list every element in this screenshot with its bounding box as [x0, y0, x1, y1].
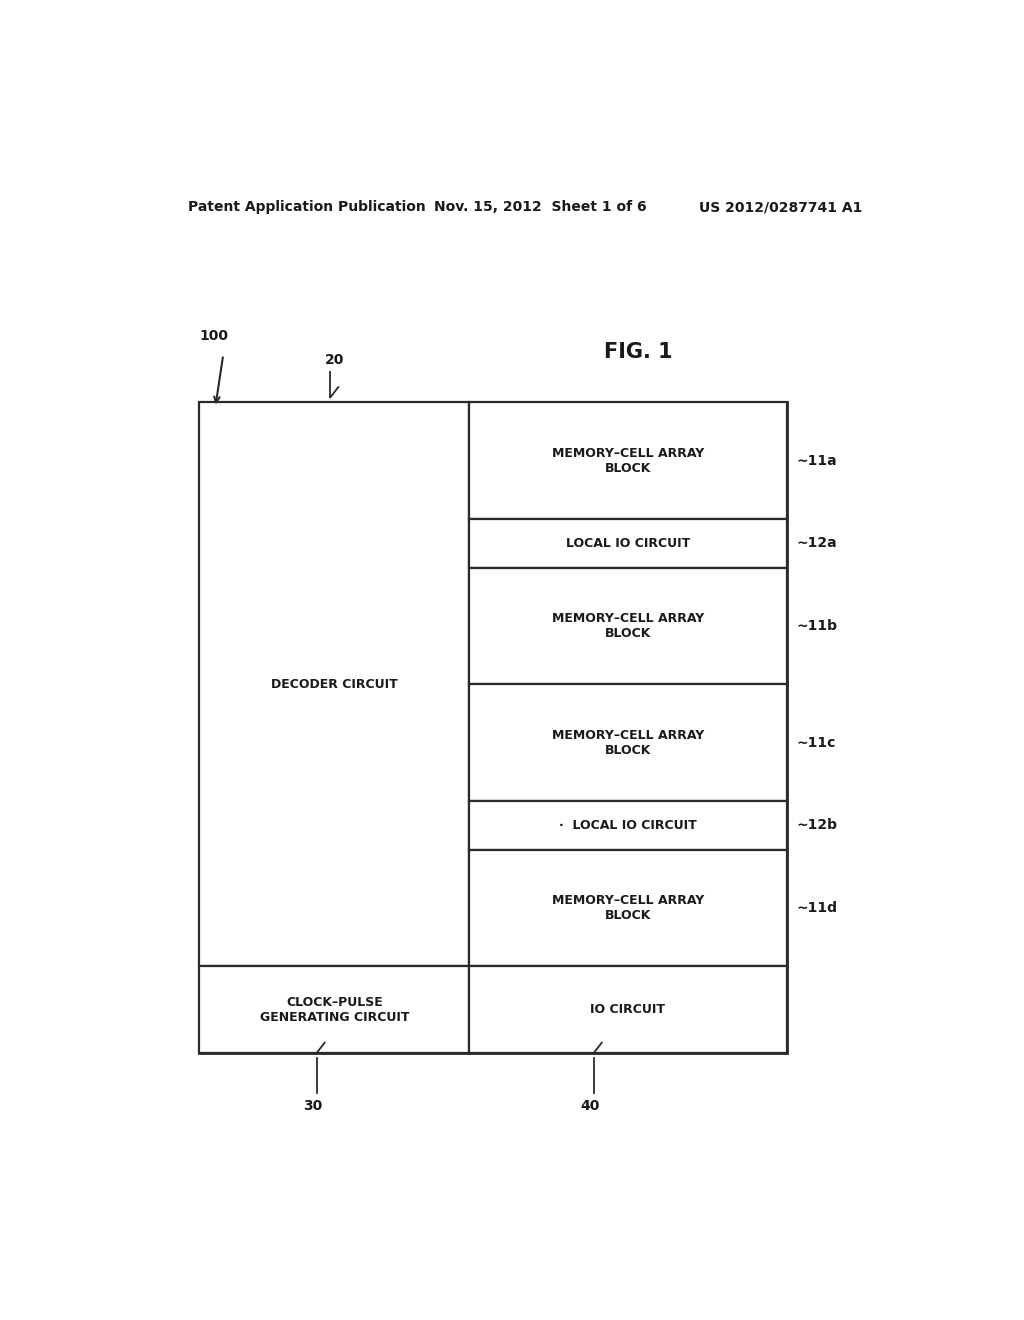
Text: CLOCK–PULSE
GENERATING CIRCUIT: CLOCK–PULSE GENERATING CIRCUIT	[260, 995, 409, 1023]
Text: US 2012/0287741 A1: US 2012/0287741 A1	[699, 201, 863, 214]
Bar	[469, 684, 786, 801]
Text: FIG. 1: FIG. 1	[604, 342, 673, 362]
Text: LOCAL IO CIRCUIT: LOCAL IO CIRCUIT	[566, 537, 690, 550]
Bar	[469, 801, 786, 850]
Text: 100: 100	[200, 329, 228, 343]
Text: MEMORY–CELL ARRAY
BLOCK: MEMORY–CELL ARRAY BLOCK	[552, 729, 705, 756]
Text: DECODER CIRCUIT: DECODER CIRCUIT	[271, 678, 397, 690]
Text: ∼11d: ∼11d	[797, 902, 838, 915]
Bar	[469, 519, 786, 568]
Text: Nov. 15, 2012  Sheet 1 of 6: Nov. 15, 2012 Sheet 1 of 6	[433, 201, 646, 214]
Bar	[469, 568, 786, 684]
Text: ∼12a: ∼12a	[797, 536, 837, 550]
Text: ∼12b: ∼12b	[797, 818, 838, 833]
Text: MEMORY–CELL ARRAY
BLOCK: MEMORY–CELL ARRAY BLOCK	[552, 894, 705, 923]
Text: IO CIRCUIT: IO CIRCUIT	[591, 1003, 666, 1016]
Text: 40: 40	[581, 1098, 600, 1113]
Bar	[200, 966, 469, 1053]
Bar	[200, 403, 469, 966]
Bar	[469, 403, 786, 519]
Text: ∼11a: ∼11a	[797, 454, 837, 467]
Text: 20: 20	[325, 352, 344, 367]
Text: 30: 30	[303, 1098, 323, 1113]
Text: MEMORY–CELL ARRAY
BLOCK: MEMORY–CELL ARRAY BLOCK	[552, 612, 705, 640]
Text: ·  LOCAL IO CIRCUIT: · LOCAL IO CIRCUIT	[559, 818, 697, 832]
Text: MEMORY–CELL ARRAY
BLOCK: MEMORY–CELL ARRAY BLOCK	[552, 446, 705, 475]
Text: ∼11c: ∼11c	[797, 735, 836, 750]
Text: Patent Application Publication: Patent Application Publication	[187, 201, 425, 214]
Text: ∼11b: ∼11b	[797, 619, 838, 634]
Bar	[469, 966, 786, 1053]
Bar	[469, 850, 786, 966]
Bar	[200, 403, 786, 1053]
